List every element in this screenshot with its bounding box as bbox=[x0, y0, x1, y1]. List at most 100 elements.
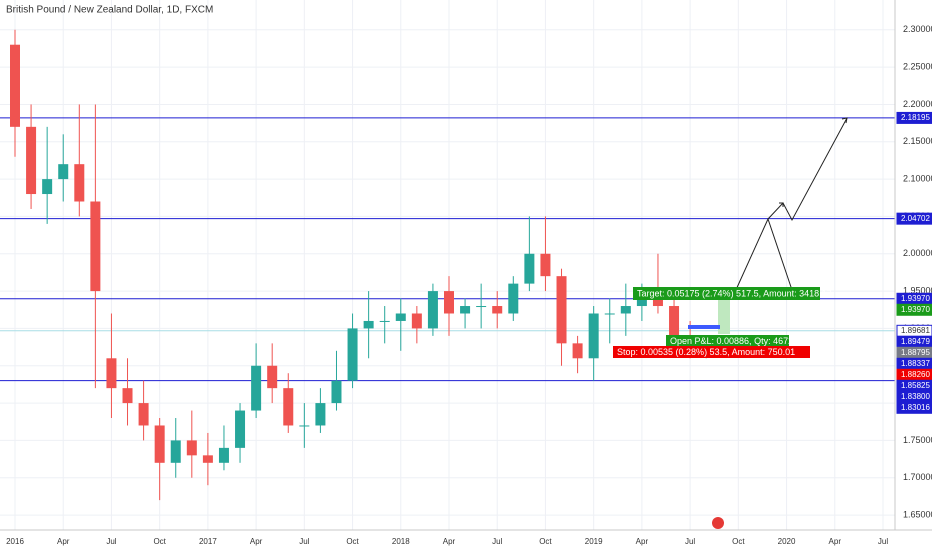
price-label: 1.85825 bbox=[901, 381, 930, 390]
x-tick-label: Apr bbox=[636, 537, 649, 546]
arrow-head bbox=[779, 202, 784, 207]
candle-body bbox=[508, 283, 519, 314]
price-label-box bbox=[896, 212, 932, 225]
price-label-box bbox=[896, 111, 932, 124]
candle-body bbox=[42, 179, 53, 195]
y-tick-label: 1.70000 bbox=[903, 472, 932, 482]
price-label: 2.18195 bbox=[901, 113, 930, 122]
candle-body bbox=[26, 126, 37, 195]
x-tick-label: Jul bbox=[106, 537, 116, 546]
candle-body bbox=[90, 201, 101, 292]
arrow-head bbox=[841, 117, 848, 124]
y-tick-label: 2.20000 bbox=[903, 99, 932, 109]
candle-body bbox=[460, 306, 471, 314]
target-zone bbox=[718, 300, 730, 334]
x-tick-label: Jul bbox=[492, 537, 502, 546]
candle-body bbox=[218, 447, 229, 463]
y-tick-label: 2.00000 bbox=[903, 248, 932, 258]
price-label: 1.93970 bbox=[901, 305, 930, 314]
x-tick-label: 2020 bbox=[778, 537, 796, 546]
candle-body bbox=[620, 306, 631, 314]
candle-body bbox=[186, 440, 197, 456]
x-tick-label: Oct bbox=[153, 537, 166, 546]
grid bbox=[0, 0, 895, 530]
candle-body bbox=[444, 291, 454, 314]
candle-body bbox=[331, 380, 342, 404]
x-tick-label: 2018 bbox=[392, 537, 410, 546]
x-tick-label: Oct bbox=[732, 537, 745, 546]
levels bbox=[0, 117, 895, 382]
candle-body bbox=[170, 440, 181, 463]
candle-body bbox=[315, 403, 326, 426]
candle-body bbox=[154, 425, 165, 463]
candle-body bbox=[10, 44, 20, 127]
candle-body bbox=[235, 410, 246, 448]
x-tick-label: Apr bbox=[829, 537, 842, 546]
candle-body bbox=[379, 320, 390, 322]
candle-body bbox=[202, 455, 213, 463]
logo bbox=[712, 517, 724, 529]
candle-body bbox=[395, 313, 406, 321]
candles bbox=[10, 29, 712, 501]
candle-body bbox=[58, 164, 69, 180]
candle-body bbox=[363, 320, 374, 329]
price-label: 1.83800 bbox=[901, 392, 930, 401]
y-tick-label: 1.75000 bbox=[903, 435, 932, 445]
price-label: 1.83016 bbox=[901, 403, 930, 412]
price-label: 2.04702 bbox=[901, 214, 930, 223]
y-tick-label: 1.65000 bbox=[903, 509, 932, 519]
x-tick-label: Apr bbox=[57, 537, 70, 546]
y-tick-label: 2.30000 bbox=[903, 24, 932, 34]
x-tick-label: Apr bbox=[443, 537, 456, 546]
price-label: 1.93970 bbox=[901, 294, 930, 303]
x-tick-label: Jul bbox=[685, 537, 695, 546]
candle-body bbox=[669, 306, 680, 336]
candle-body bbox=[299, 425, 310, 427]
price-label-box bbox=[896, 303, 932, 316]
x-tick-label: Apr bbox=[250, 537, 263, 546]
candle-body bbox=[588, 313, 599, 359]
price-label: 1.88337 bbox=[901, 359, 930, 368]
stop-box bbox=[613, 346, 810, 358]
candle-body bbox=[540, 253, 551, 277]
y-tick-label: 2.25000 bbox=[903, 61, 932, 71]
candle-body bbox=[347, 328, 358, 381]
candle-body bbox=[476, 306, 487, 308]
candle-body bbox=[556, 276, 567, 344]
price-label: 1.88795 bbox=[901, 348, 930, 357]
candle-body bbox=[251, 365, 262, 411]
price-label-box bbox=[896, 401, 932, 414]
x-tick-label: Jul bbox=[299, 537, 309, 546]
candle-body bbox=[572, 343, 583, 359]
x-tick-label: Jul bbox=[878, 537, 888, 546]
entry-marker bbox=[688, 325, 720, 329]
candle-body bbox=[122, 388, 133, 404]
candle-body bbox=[492, 306, 503, 314]
candle-body bbox=[138, 403, 149, 426]
y-tick-label: 2.15000 bbox=[903, 136, 932, 146]
pnl-box bbox=[666, 335, 789, 347]
x-tick-label: 2016 bbox=[6, 537, 24, 546]
price-label: 1.89479 bbox=[901, 337, 930, 346]
stop-label: Stop: 0.00535 (0.28%) 53.5, Amount: 750.… bbox=[617, 347, 795, 357]
y-tick-label: 1.95000 bbox=[903, 285, 932, 295]
candle-body bbox=[524, 253, 535, 284]
candle-body bbox=[427, 291, 438, 329]
chart-title: British Pound / New Zealand Dollar, 1D, … bbox=[6, 5, 213, 16]
candle-body bbox=[267, 365, 278, 389]
x-tick-label: 2017 bbox=[199, 537, 217, 546]
candle-body bbox=[411, 313, 422, 329]
target-box bbox=[633, 287, 820, 300]
pnl-label: Open P&L: 0.00886, Qty: 46728 bbox=[670, 336, 798, 346]
x-tick-label: Oct bbox=[539, 537, 552, 546]
candle-body bbox=[106, 358, 117, 389]
x-tick-label: Oct bbox=[346, 537, 359, 546]
candle-body bbox=[604, 313, 615, 315]
price-label: 1.88260 bbox=[901, 370, 930, 379]
target-label: Target: 0.05175 (2.74%) 517.5, Amount: 3… bbox=[637, 288, 832, 298]
candle-body bbox=[283, 388, 294, 426]
price-label: 1.89681 bbox=[901, 326, 930, 335]
projection-path bbox=[767, 117, 848, 222]
